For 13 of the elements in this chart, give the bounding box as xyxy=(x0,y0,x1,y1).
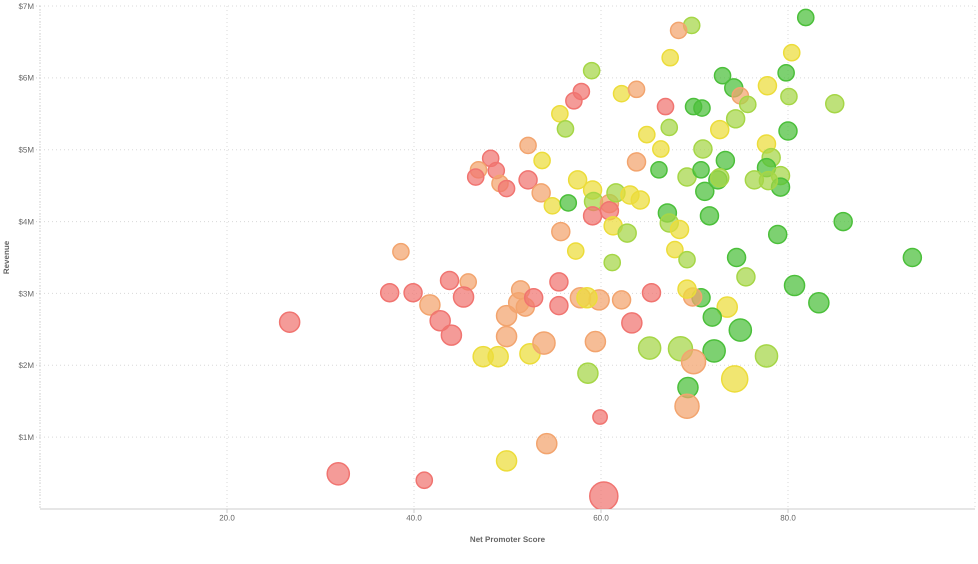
x-tick-label: 80.0 xyxy=(780,514,796,523)
x-tick-label: 60.0 xyxy=(593,514,610,523)
x-axis-title: Net Promoter Score xyxy=(470,535,546,544)
y-tick-label: $5M xyxy=(18,146,34,155)
y-tick-label: $7M xyxy=(18,2,34,11)
y-tick-label: $2M xyxy=(18,361,34,370)
y-tick-label: $4M xyxy=(18,217,34,226)
y-tick-label: $1M xyxy=(18,432,34,442)
x-tick-label: 40.0 xyxy=(406,514,422,523)
y-tick-label: $6M xyxy=(18,74,34,83)
x-tick-label: 20.0 xyxy=(219,514,236,523)
y-axis-title: Revenue xyxy=(2,240,11,274)
y-tick-label: $3M xyxy=(18,289,34,298)
